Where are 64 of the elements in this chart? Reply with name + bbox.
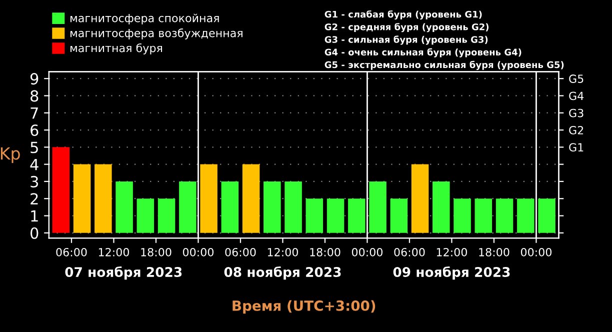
bar: [94, 164, 112, 233]
y-tick-label: 0: [30, 227, 38, 239]
bar: [242, 164, 260, 233]
text: G4 - очень сильная буря (уровень G4): [324, 48, 522, 58]
text: 09 ноября 2023: [393, 266, 510, 280]
category-label: G1: [569, 143, 584, 152]
y-tick-label: 7: [30, 108, 38, 119]
legend-label: магнитосфера возбужденная: [70, 28, 242, 40]
bar: [432, 181, 450, 233]
category-label: G4: [569, 92, 584, 100]
x-tick-label: 06:00: [225, 248, 256, 256]
y-tick-label: 9: [30, 73, 38, 85]
legend-label: магнитосфера спокойная: [70, 14, 219, 24]
bar: [454, 198, 471, 233]
bar: [390, 198, 408, 233]
text: G5 - экстремально сильная буря (уровень G5): [324, 60, 564, 70]
x-tick-label: 18:00: [310, 248, 340, 256]
x-tick-label: 12:00: [436, 248, 467, 256]
x-tick-label: 00:00: [182, 248, 214, 256]
bar: [284, 181, 302, 233]
bar: [264, 181, 281, 233]
bar: [517, 198, 534, 233]
category-label: G5: [569, 74, 584, 83]
text: G1 - слабая буря (уровень G1): [324, 10, 482, 20]
bar: [369, 181, 386, 233]
y-tick-label: 1: [31, 210, 38, 222]
bar: [306, 198, 324, 233]
x-tick-label: 12:00: [98, 248, 130, 256]
x-tick-label: 00:00: [520, 248, 552, 256]
bar: [411, 164, 429, 233]
y-tick-label: 4: [30, 158, 38, 170]
x-tick-label: 06:00: [394, 248, 425, 256]
bar: [179, 181, 196, 233]
bar: [136, 198, 154, 233]
bar: [221, 181, 239, 233]
bar: [326, 198, 344, 233]
bar: [158, 198, 176, 233]
bar: [496, 198, 514, 233]
x-tick-label: 18:00: [141, 248, 172, 256]
bar: [200, 164, 218, 233]
y-tick-label: 6: [30, 124, 38, 136]
y-tick-label: 3: [30, 176, 38, 188]
bar: [348, 198, 366, 233]
category-label: G3: [569, 108, 584, 118]
bar: [73, 164, 91, 233]
x-tick-label: 12:00: [268, 248, 298, 256]
text: G3 - сильная буря (уровень G3): [324, 36, 488, 45]
text: 08 ноября 2023: [224, 266, 341, 280]
bar: [52, 147, 70, 233]
y-axis-title: Kp: [0, 147, 20, 163]
y-tick-label: 8: [30, 90, 38, 102]
category-label: G2: [569, 126, 584, 134]
legend-label: магнитная буря: [70, 43, 162, 54]
text: 07 ноября 2023: [65, 266, 182, 280]
x-tick-label: 00:00: [352, 248, 383, 256]
bar: [538, 198, 556, 233]
y-tick-label: 5: [30, 142, 38, 154]
y-tick-label: 2: [30, 193, 38, 204]
x-tick-label: 18:00: [479, 248, 510, 256]
bar: [116, 181, 133, 233]
text: G2 - средняя буря (уровень G2): [324, 23, 489, 32]
x-axis-title: Время (UTC+3:00): [232, 300, 376, 314]
bar: [474, 198, 492, 233]
x-tick-label: 06:00: [56, 248, 87, 256]
